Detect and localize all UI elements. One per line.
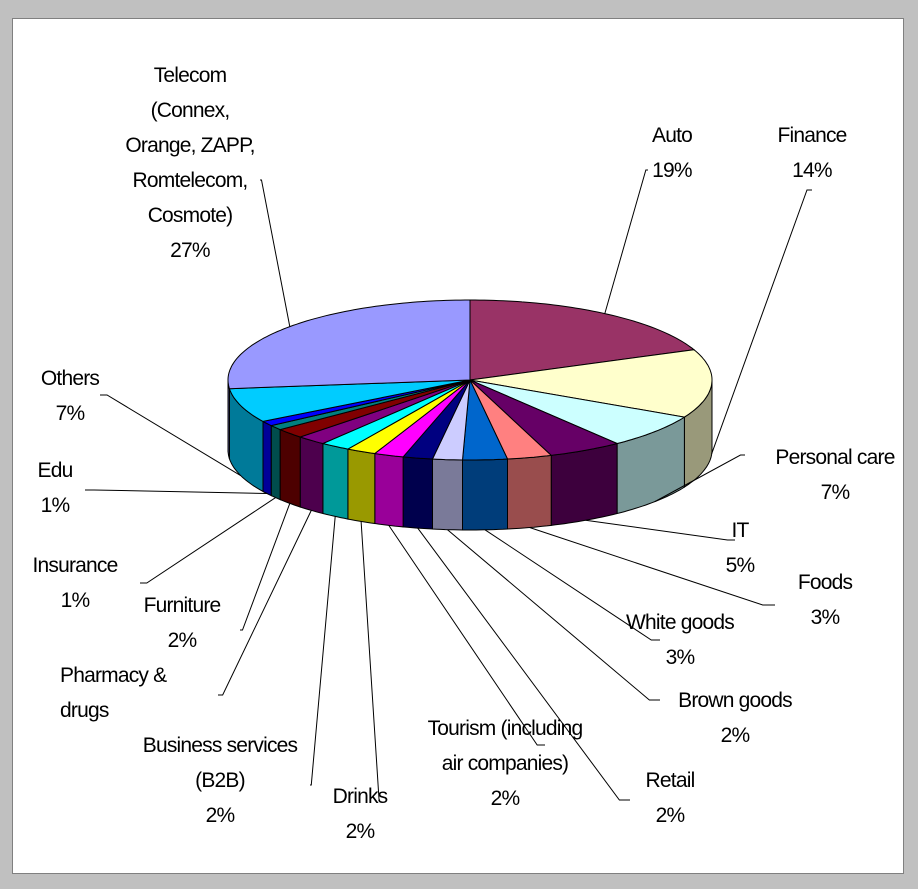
- slice-label: Pharmacy & drugs: [60, 658, 210, 728]
- slice-label: Personal care 7%: [750, 440, 918, 510]
- pie-slice: [469, 379, 619, 456]
- slice-label: Edu 1%: [25, 453, 85, 523]
- leader-line: [447, 529, 660, 701]
- pie-slice: [346, 379, 471, 455]
- category-name: Insurance: [32, 554, 118, 577]
- pie-side: [550, 442, 618, 526]
- pie-side: [347, 448, 376, 525]
- pie-side: [279, 428, 301, 508]
- slice-label: Brown goods 2%: [655, 683, 815, 753]
- pie-slice: [469, 379, 553, 460]
- leader-line: [100, 394, 242, 477]
- value-label: 3%: [665, 646, 696, 669]
- category-name: Edu: [37, 459, 74, 482]
- slice-label: Furniture 2%: [127, 588, 237, 658]
- pie-side: [262, 420, 272, 497]
- category-name: Foods: [797, 571, 853, 594]
- category-name: Drinks: [332, 785, 389, 808]
- category-name: Pharmacy & drugs: [60, 664, 167, 722]
- pie-slice: [298, 379, 471, 445]
- value-label: 27%: [170, 239, 210, 262]
- value-label: 7%: [820, 481, 851, 504]
- leader-line: [388, 525, 545, 746]
- value-label: 1%: [60, 589, 91, 612]
- leader-line: [310, 516, 336, 786]
- category-name: Finance: [777, 124, 847, 147]
- category-name: Telecom (Connex, Orange, ZAPP, Romteleco…: [125, 64, 255, 227]
- pie-slice: [373, 379, 471, 458]
- pie-side: [402, 456, 433, 530]
- value-label: 3%: [810, 606, 841, 629]
- pie-side: [432, 458, 463, 531]
- category-name: Brown goods: [678, 689, 793, 712]
- slice-label: Foods 3%: [780, 565, 870, 635]
- value-label: 19%: [652, 159, 692, 182]
- pie-side: [227, 380, 230, 459]
- leader-line: [585, 519, 735, 541]
- value-label: 2%: [167, 629, 198, 652]
- pie-side: [322, 442, 349, 520]
- pie-slice: [469, 349, 713, 418]
- slice-label: Business services (B2B) 2%: [140, 728, 300, 833]
- value-label: 2%: [490, 787, 521, 810]
- slice-label: Insurance 1%: [15, 548, 135, 618]
- value-label: 2%: [345, 820, 376, 843]
- pie-slice: [227, 299, 471, 390]
- pie-side: [462, 458, 508, 531]
- slice-label: Retail 2%: [630, 763, 710, 833]
- pie-slice: [228, 379, 471, 422]
- leader-line: [711, 189, 812, 454]
- pie-slice: [469, 379, 686, 445]
- leader-line: [140, 497, 276, 584]
- slice-label: Auto 19%: [627, 118, 717, 188]
- slice-label: Telecom (Connex, Orange, ZAPP, Romteleco…: [115, 58, 265, 268]
- pie-side: [299, 436, 324, 515]
- slice-label: Drinks 2%: [315, 779, 405, 849]
- pie-slice: [321, 379, 471, 450]
- value-label: 2%: [720, 724, 751, 747]
- leader-line: [360, 521, 380, 801]
- slice-label: Others 7%: [25, 361, 115, 431]
- category-name: Tourism (including air companies): [427, 717, 584, 775]
- category-name: Others: [40, 367, 100, 390]
- leader-line: [654, 454, 745, 502]
- leader-line: [529, 527, 775, 606]
- category-name: Business services (B2B): [142, 734, 298, 792]
- value-label: 2%: [655, 804, 686, 827]
- category-name: White goods: [626, 611, 735, 634]
- pie-side: [507, 454, 552, 530]
- category-name: Furniture: [143, 594, 222, 617]
- category-name: Retail: [645, 769, 696, 792]
- value-label: 1%: [40, 494, 71, 517]
- leader-line: [85, 489, 268, 494]
- slice-label: Tourism (including air companies) 2%: [425, 711, 585, 816]
- pie-slice: [461, 378, 509, 461]
- value-label: 5%: [725, 554, 756, 577]
- slice-label: White goods 3%: [605, 605, 755, 675]
- pie-side: [270, 424, 281, 501]
- value-label: 14%: [792, 159, 832, 182]
- category-name: Auto: [652, 124, 693, 147]
- slice-label: IT 5%: [710, 513, 770, 583]
- pie-side: [374, 452, 404, 528]
- category-name: IT: [731, 519, 749, 542]
- slice-label: Finance 14%: [757, 118, 867, 188]
- leader-line: [260, 179, 291, 327]
- leader-line: [417, 527, 630, 801]
- value-label: 7%: [55, 402, 86, 425]
- leader-line: [484, 529, 660, 641]
- pie-slice: [278, 379, 471, 438]
- leader-line: [240, 503, 291, 631]
- leader-line: [218, 510, 312, 696]
- leader-line: [604, 169, 648, 314]
- category-name: Personal care: [775, 446, 895, 469]
- value-label: 2%: [205, 804, 236, 827]
